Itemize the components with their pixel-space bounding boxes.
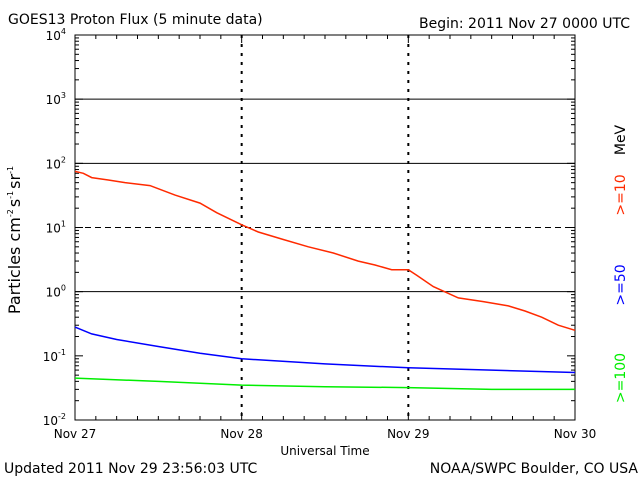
y-tick-label: 103 — [46, 91, 66, 107]
chart-title: GOES13 Proton Flux (5 minute data) — [8, 12, 263, 28]
y-tick-label: 10-1 — [43, 348, 66, 364]
legend-ge10: >=10 — [613, 174, 629, 215]
y-axis-label: Particles cm-2s-1sr-1 — [5, 166, 24, 314]
x-axis-label: Universal Time — [280, 444, 369, 458]
legend-ge100: >=100 — [613, 353, 629, 403]
series-ge50-line — [74, 326, 576, 374]
y-tick-label: 102 — [46, 155, 66, 171]
updated-time: Updated 2011 Nov 29 23:56:03 UTC — [4, 461, 257, 477]
begin-time: Begin: 2011 Nov 27 0000 UTC — [419, 16, 630, 32]
x-tick-labels: Nov 27 Nov 28 Nov 29 Nov 30 — [54, 427, 597, 441]
credit-text: NOAA/SWPC Boulder, CO USA — [430, 461, 639, 477]
y-label-exp3: -1 — [6, 166, 15, 174]
y-tick-labels: 104 103 102 101 100 10-1 10-2 — [43, 27, 66, 428]
series-ge10-line — [74, 170, 576, 332]
y-tick-label: 104 — [46, 27, 66, 43]
y-tick-label: 101 — [46, 220, 66, 236]
series-layer — [74, 170, 576, 391]
x-tick-label: Nov 28 — [220, 427, 263, 441]
legend-ge50: >=50 — [613, 264, 629, 305]
y-label-main: Particles cm — [5, 217, 24, 314]
y-label-unit2: s — [5, 199, 24, 207]
y-tick-label: 10-2 — [43, 412, 66, 428]
y-label-exp2: -1 — [6, 191, 15, 199]
x-tick-label: Nov 27 — [54, 427, 97, 441]
series-ge100-line — [74, 377, 575, 391]
y-tick-label: 100 — [46, 284, 66, 300]
y-label-exp1: -2 — [6, 209, 15, 217]
x-tick-label: Nov 29 — [387, 427, 430, 441]
y-label-unit3: sr — [5, 174, 24, 189]
x-tick-label: Nov 30 — [554, 427, 597, 441]
legend-unit: MeV — [613, 124, 629, 155]
grid-lines — [74, 35, 576, 421]
